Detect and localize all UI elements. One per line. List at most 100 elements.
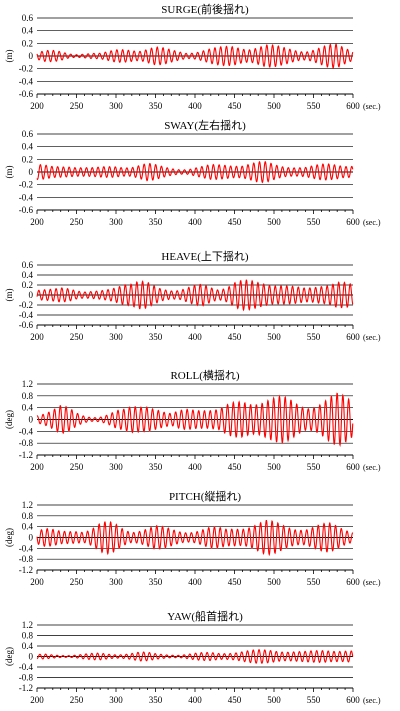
x-tick-label: 400: [188, 695, 202, 705]
x-tick-label: 300: [109, 577, 123, 587]
y-tick-label: -0.6: [19, 205, 34, 215]
x-tick-label: 450: [228, 101, 242, 111]
x-tick-label: 550: [307, 577, 321, 587]
x-tick-label: 550: [307, 462, 321, 472]
y-tick-label: 0: [29, 652, 34, 662]
y-tick-label: -0.2: [19, 64, 33, 74]
chart-panel: YAW(船首揺れ) (deg) -1.2-0.8-0.400.40.81.2 200 2…: [4, 609, 381, 705]
series-line: [36, 279, 354, 312]
x-tick-label: 500: [267, 101, 281, 111]
y-tick-label: 0.4: [22, 522, 34, 532]
x-tick-label: 200: [30, 101, 44, 111]
y-tick-label: 0: [29, 51, 34, 61]
x-tick-label: 250: [70, 217, 84, 227]
series-line: [36, 43, 354, 69]
x-tick-label: 550: [307, 101, 321, 111]
y-tick-label: -0.8: [19, 673, 34, 683]
y-axis-label: (deg): [4, 410, 14, 429]
chart-panel: ROLL(横揺れ) (deg) -1.2 -0.8 -0.40 0.4 0.8 1.2 200 2…: [4, 368, 381, 472]
y-tick-label: -0.4: [19, 192, 34, 202]
x-tick-label: 300: [109, 101, 123, 111]
y-tick-label: -0.6: [19, 320, 34, 330]
y-tick-label: 0.8: [22, 511, 34, 521]
y-tick-label: -0.4: [19, 76, 34, 86]
y-tick-label: 0: [29, 167, 34, 177]
y-axis-label: (deg): [4, 528, 14, 547]
y-tick-label: 0.6: [22, 260, 34, 270]
y-tick-label: 0.2: [22, 154, 33, 164]
y-tick-label: 0.8: [22, 631, 34, 641]
y-tick-label: -0.8: [19, 438, 34, 448]
x-tick-label: 600: [346, 695, 360, 705]
x-tick-label: 200: [30, 577, 44, 587]
x-tick-label: 300: [109, 462, 123, 472]
chart-title: ROLL(横揺れ): [170, 368, 239, 382]
chart-title: YAW(船首揺れ): [167, 609, 243, 623]
y-tick-label: -0.8: [19, 554, 34, 564]
y-tick-label: 0.4: [22, 142, 34, 152]
y-tick-label: 0.6: [22, 13, 34, 23]
x-tick-label: 350: [149, 101, 163, 111]
y-tick-label: -1.2: [19, 450, 33, 460]
x-tick-label: 600: [346, 332, 360, 342]
chart-title: PITCH(縦揺れ): [169, 490, 241, 503]
series-line: [36, 392, 354, 448]
x-tick-label: 200: [30, 695, 44, 705]
x-tick-label: 350: [149, 217, 163, 227]
x-tick-label: 200: [30, 217, 44, 227]
x-tick-label: 350: [149, 462, 163, 472]
x-tick-label: 500: [267, 462, 281, 472]
x-tick-label: 550: [307, 217, 321, 227]
y-tick-label: 0: [29, 290, 34, 300]
x-axis-unit-label: (sec.): [363, 578, 381, 587]
x-tick-label: 300: [109, 695, 123, 705]
series-line: [36, 160, 354, 184]
x-tick-label: 250: [70, 695, 84, 705]
chart-title: HEAVE(上下揺れ): [161, 250, 249, 263]
series-line: [36, 519, 354, 557]
x-axis-unit-label: (sec.): [363, 102, 381, 111]
y-tick-label: 0.2: [22, 280, 33, 290]
y-tick-label: -0.4: [19, 310, 34, 320]
x-tick-label: 350: [149, 332, 163, 342]
y-axis-label: (m): [4, 166, 14, 179]
x-tick-label: 350: [149, 695, 163, 705]
x-tick-label: 450: [228, 577, 242, 587]
y-tick-label: -1.2: [19, 683, 33, 693]
x-tick-label: 300: [109, 332, 123, 342]
y-tick-label: -0.2: [19, 300, 33, 310]
x-tick-label: 400: [188, 101, 202, 111]
y-tick-label: -0.2: [19, 180, 33, 190]
x-tick-label: 450: [228, 217, 242, 227]
y-tick-label: -0.4: [19, 426, 34, 436]
x-tick-label: 300: [109, 217, 123, 227]
x-axis-unit-label: (sec.): [363, 696, 381, 705]
chart-panel: HEAVE(上下揺れ) (m) -0.6-0.4-0.200.20.40.6 200 2…: [4, 250, 381, 342]
x-tick-label: 250: [70, 332, 84, 342]
x-axis-unit-label: (sec.): [363, 333, 381, 342]
y-tick-label: -0.4: [19, 662, 34, 672]
x-tick-label: 400: [188, 217, 202, 227]
y-tick-label: 1.2: [22, 500, 33, 510]
x-tick-label: 450: [228, 695, 242, 705]
x-tick-label: 550: [307, 332, 321, 342]
y-tick-label: 0: [29, 533, 34, 543]
y-tick-label: 0.4: [22, 641, 34, 651]
x-tick-label: 400: [188, 332, 202, 342]
x-tick-label: 400: [188, 462, 202, 472]
chart-panel: SWAY(左右揺れ) (m) -0.6 -0.4 -0.2 0 0.2 0.4 0.6 200 25…: [4, 118, 381, 227]
y-axis-label: (deg): [4, 647, 14, 666]
x-tick-label: 250: [70, 101, 84, 111]
x-tick-label: 500: [267, 332, 281, 342]
y-tick-label: -0.6: [19, 89, 34, 99]
x-tick-label: 500: [267, 577, 281, 587]
chart-panel: PITCH(縦揺れ) (deg) -1.2-0.8-0.400.40.81.2 200…: [4, 490, 381, 587]
y-tick-label: 0.8: [22, 391, 34, 401]
y-tick-label: 1.2: [22, 379, 33, 389]
x-axis-unit-label: (sec.): [363, 218, 381, 227]
y-axis-label: (m): [4, 289, 14, 302]
chart-title: SURGE(前後揺れ): [161, 2, 249, 16]
x-tick-label: 450: [228, 332, 242, 342]
y-tick-label: -1.2: [19, 565, 33, 575]
